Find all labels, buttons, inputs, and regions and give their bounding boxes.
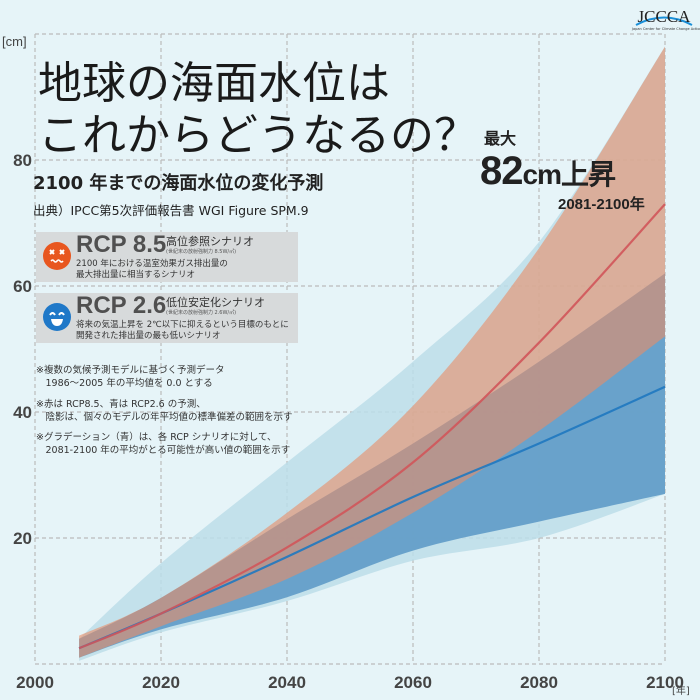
- rcp85-range-band: [79, 46, 666, 658]
- x-axis-unit: [年]: [672, 684, 690, 697]
- x-tick-label: 2060: [394, 673, 432, 692]
- highlight-number: 82: [480, 149, 523, 193]
- page-title: 地球の海面水位は これからどうなるの？: [38, 58, 478, 162]
- scenario-code: RCP 2.6: [76, 292, 167, 319]
- smiling-face-icon: [43, 303, 71, 331]
- x-tick-label: 2000: [16, 673, 54, 692]
- scenario-description: 2100 年における温室効果ガス排出量の 最大排出量に相当するシナリオ: [76, 259, 228, 280]
- bands: [79, 46, 666, 661]
- scenario-name: 低位安定化シナリオ: [166, 296, 265, 309]
- y-tick-label: 40: [13, 403, 32, 422]
- scenario-card-rcp26: RCP 2.6 低位安定化シナリオ (世紀末の放射強制力 2.6W/㎡) 将来の…: [36, 293, 298, 343]
- highlight-value: 82cm上昇: [480, 149, 616, 196]
- highlight-period: 2081-2100年: [558, 196, 645, 213]
- rcp85-mean-line: [78, 203, 666, 650]
- svg-text:JCCCA: JCCCA: [638, 7, 692, 26]
- y-tick-label: 20: [13, 529, 32, 548]
- y-axis-unit: [cm]: [2, 34, 27, 49]
- logo-arc-icon: JCCCA: [635, 7, 693, 26]
- scenario-description: 将来の気温上昇を 2℃以下に抑えるという目標のもとに 開発された排出量の最も低いシ…: [76, 320, 289, 341]
- x-tick-label: 2040: [268, 673, 306, 692]
- scenario-code: RCP 8.5: [76, 231, 167, 258]
- x-tick-label: 2100: [646, 673, 684, 692]
- dizzy-face-icon: [43, 242, 71, 270]
- x-tick-label: 2080: [520, 673, 558, 692]
- subtitle: 2100 年までの海面水位の変化予測: [33, 173, 324, 194]
- highlight-unit: cm: [522, 159, 562, 190]
- scenario-forcing: (世紀末の放射強制力 2.6W/㎡): [166, 310, 237, 316]
- axes: 2000 2020 2040 2060 2080 2100 20 40 60 8…: [2, 34, 690, 697]
- title-line-1: 地球の海面水位は: [38, 58, 390, 109]
- lines: [78, 203, 666, 650]
- x-tick-label: 2020: [142, 673, 180, 692]
- y-tick-label: 80: [13, 151, 32, 170]
- note-2: ※赤は RCP8.5、青は RCP2.6 の予測、 陰影は、個々のモデルの年平均…: [36, 399, 293, 423]
- logo-subtext: Japan Center for Climate Change Actions: [632, 27, 700, 31]
- highlight-label: 最大: [484, 129, 517, 148]
- highlight-suffix: 上昇: [560, 159, 616, 190]
- scenario-forcing: (世紀末の放射強制力 8.5W/㎡): [166, 249, 237, 255]
- note-1: ※複数の気候予測モデルに基づく予測データ 1986〜2005 年の平均値を 0.…: [36, 365, 225, 389]
- y-tick-label: 60: [13, 277, 32, 296]
- scenario-card-rcp85: RCP 8.5 高位参照シナリオ (世紀末の放射強制力 8.5W/㎡) 2100…: [36, 232, 298, 282]
- title-line-2: これからどうなるの？: [38, 110, 478, 161]
- note-3: ※グラデーション（青）は、各 RCP シナリオに対して、 2081-2100 年…: [36, 432, 291, 456]
- jccca-logo: JCCCA Japan Center for Climate Change Ac…: [632, 4, 700, 32]
- source-citation: 出典）IPCC第5次評価報告書 WGI Figure SPM.9: [33, 203, 309, 218]
- scenario-name: 高位参照シナリオ: [166, 235, 254, 248]
